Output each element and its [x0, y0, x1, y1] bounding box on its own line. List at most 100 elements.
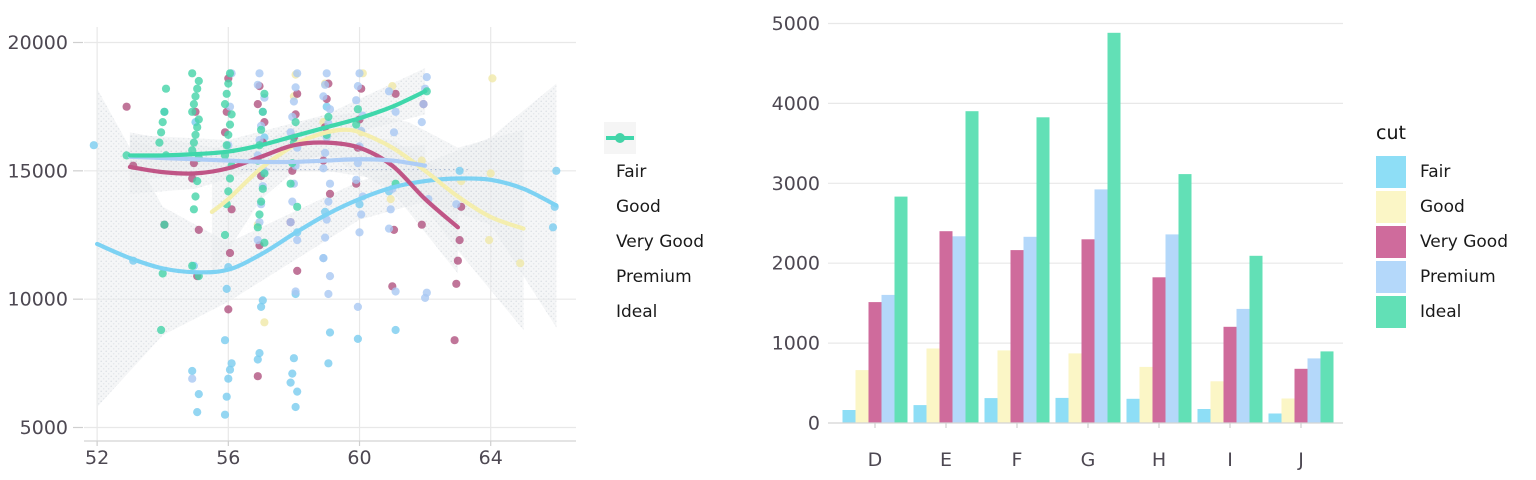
scatter-point-Fair: [193, 408, 202, 417]
points-Ideal: [122, 69, 431, 335]
y-tick-label-2000: 2000: [772, 253, 820, 275]
scatter-point-Premium: [389, 128, 399, 137]
scatter-point-Premium: [321, 148, 330, 157]
scatter-point-Ideal: [188, 69, 197, 78]
scatter-point-Fair: [220, 410, 230, 419]
scatter-point-Good: [516, 259, 525, 268]
scatter-point-Very Good: [293, 89, 302, 98]
scatter-point-Ideal: [222, 89, 231, 98]
bar-J-Good: [1281, 398, 1295, 423]
scatter-point-Ideal: [157, 325, 166, 335]
scatter-point-Fair: [288, 369, 297, 378]
bar-E-Good: [926, 348, 940, 423]
bar-E-Premium: [952, 236, 966, 423]
scatter-point-Fair: [194, 390, 203, 399]
legend-item-ideal: Ideal: [602, 122, 772, 328]
scatter-point-Ideal: [194, 76, 203, 86]
scatter-point-Fair: [391, 325, 400, 335]
scatter-point-Premium: [352, 96, 361, 105]
scatter-point-Very Good: [227, 205, 236, 214]
scatter-point-Ideal: [291, 118, 300, 127]
scatter-point-Ideal: [352, 120, 361, 129]
legend-item-label: Ideal: [616, 302, 658, 322]
legend-item-fair: Fair: [1372, 156, 1536, 188]
scatter-point-Premium: [325, 105, 335, 114]
scatter-point-Ideal: [188, 107, 197, 116]
scatter-point-Ideal: [220, 100, 230, 109]
scatter-point-Very Good: [253, 100, 262, 109]
bar-F-Premium: [1023, 236, 1037, 423]
scatter-point-Fair: [188, 366, 197, 376]
scatter-point-Ideal: [158, 269, 167, 278]
scatter-point-Fair: [286, 378, 295, 387]
legend-items: Fair Good Very Good Premium Ideal: [602, 122, 772, 328]
scatter-point-Ideal: [193, 123, 202, 132]
scatter-point-Premium: [293, 69, 302, 78]
legend-item-label: Premium: [616, 267, 692, 287]
bar-I-Premium: [1236, 308, 1250, 423]
bar-E-Ideal: [965, 111, 979, 423]
legend-item-very-good: Very Good: [1372, 226, 1536, 258]
bar-J-Premium: [1307, 358, 1321, 423]
x-tick-label-J: J: [1297, 449, 1304, 471]
smooth-line-Fair: [95, 176, 559, 275]
scatter-point-Ideal: [157, 128, 166, 137]
scatter-point-Premium: [352, 175, 361, 184]
x-tick-label-64: 64: [479, 447, 503, 469]
scatter-point-Fair: [89, 141, 98, 150]
scatter-point-Premium: [384, 224, 394, 233]
scatter-point-Fair: [225, 365, 235, 374]
scatter-point-Ideal: [189, 100, 198, 109]
scatter-point-Premium: [355, 228, 364, 237]
scatter-point-Fair: [455, 166, 464, 175]
scatter-point-Fair: [224, 374, 233, 383]
scatter-point-Premium: [325, 179, 335, 188]
scatter-point-Ideal: [194, 115, 203, 124]
scatter-point-Fair: [220, 336, 230, 345]
scatter-point-Very Good: [122, 102, 131, 111]
bar-E-Very Good: [939, 231, 953, 423]
scatter-point-Ideal: [260, 238, 269, 247]
smooth-line-Ideal: [127, 89, 428, 158]
legend-key-swatch: [1376, 226, 1406, 258]
scatter-point-Premium: [353, 82, 362, 91]
bar-J-Fair: [1268, 413, 1282, 423]
legend-key-line-icon: [604, 122, 636, 154]
scatter-point-Premium: [321, 80, 330, 89]
price-vs-table-scatter-chart: 5000 10000 15000 20000 52 56 60 64: [8, 27, 576, 469]
scatter-point-Premium: [291, 83, 300, 92]
scatter-point-Ideal: [353, 105, 362, 114]
scatter-point-Fair: [289, 354, 298, 363]
scatter-point-Fair: [353, 334, 362, 343]
x-tick-label-E: E: [940, 449, 952, 471]
scatter-point-Premium: [324, 289, 333, 299]
scatter-point-Premium: [419, 100, 428, 109]
bar-F-Fair: [984, 398, 998, 423]
x-tick-label-52: 52: [85, 447, 109, 469]
bar-J-Ideal: [1320, 351, 1334, 423]
bar-D-Very Good: [868, 302, 882, 423]
legend-item-very-good: Very Good: [602, 122, 772, 258]
bar-G-Very Good: [1081, 239, 1095, 423]
bar-F-Good: [997, 350, 1011, 423]
scatter-point-Ideal: [191, 92, 200, 101]
bar-E-Fair: [913, 405, 927, 423]
scatter-point-Premium: [421, 293, 430, 302]
scatter-point-Fair: [324, 359, 333, 368]
scatter-point-Ideal: [258, 107, 267, 116]
scatter-point-Premium: [319, 164, 328, 173]
scatter-point-Ideal: [220, 230, 230, 240]
scatter-point-Ideal: [224, 187, 233, 196]
scatter-point-Premium: [319, 92, 328, 101]
scatter-point-Fair: [227, 359, 236, 368]
scatter-point-Premium: [384, 87, 394, 96]
scatter-point-Very Good: [253, 372, 262, 381]
scatter-point-Premium: [288, 197, 297, 206]
y-tick-label-15000: 15000: [8, 160, 68, 182]
scatter-point-Ideal: [189, 205, 198, 214]
legend-item-label: Good: [616, 197, 661, 217]
scatter-point-Premium: [286, 218, 295, 227]
legend-item-label: Premium: [1420, 267, 1496, 287]
scatter-point-Very Good: [417, 220, 426, 229]
x-tick-label-D: D: [868, 449, 883, 471]
